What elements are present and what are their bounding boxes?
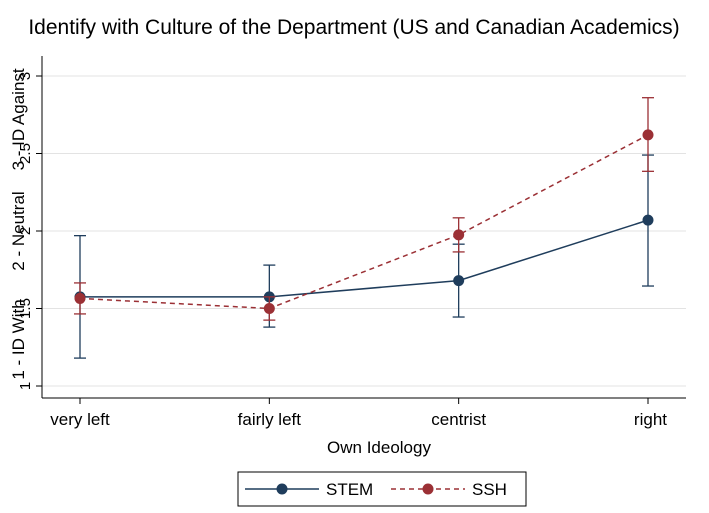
y-category-label: 1 - ID With [9,299,28,379]
series-line [80,219,649,298]
x-tick-label: fairly left [238,410,302,429]
y-tick-label: 1 [17,382,34,390]
y-tick-label: 1.5 [17,298,34,319]
grid-lines [42,75,686,387]
x-tick-label: centrist [431,410,486,429]
x-tick-label: very left [50,410,110,429]
axes: 1 1.5 2 2.5 3 1 - ID With 2 - Neutral 3 - ID Ag… [9,56,686,429]
chart-title: Identify with Culture of the Department … [28,16,679,39]
y-category-label: 3 - ID Against [9,68,28,170]
legend-marker-ssh [422,483,434,495]
data-point [453,275,465,287]
y-category-label: 2 - Neutral [9,191,28,270]
data-point [453,229,465,241]
data-point [642,214,654,226]
data-point [263,303,275,314]
legend-marker-stem [276,483,288,495]
x-axis-label: Own Ideology [327,438,431,457]
x-tick-label: right [634,410,667,429]
legend-label-ssh: SSH [472,480,507,499]
data-point [642,129,654,141]
series-layer [74,97,654,359]
series-line [79,134,649,310]
legend: STEM SSH [237,471,527,507]
y-tick-label: 2.5 [17,143,34,164]
legend-label-stem: STEM [326,480,373,499]
data-point [74,292,86,304]
series-ssh [74,97,654,321]
y-tick-label: 3 [17,72,34,80]
y-tick-label: 2 [17,227,34,235]
